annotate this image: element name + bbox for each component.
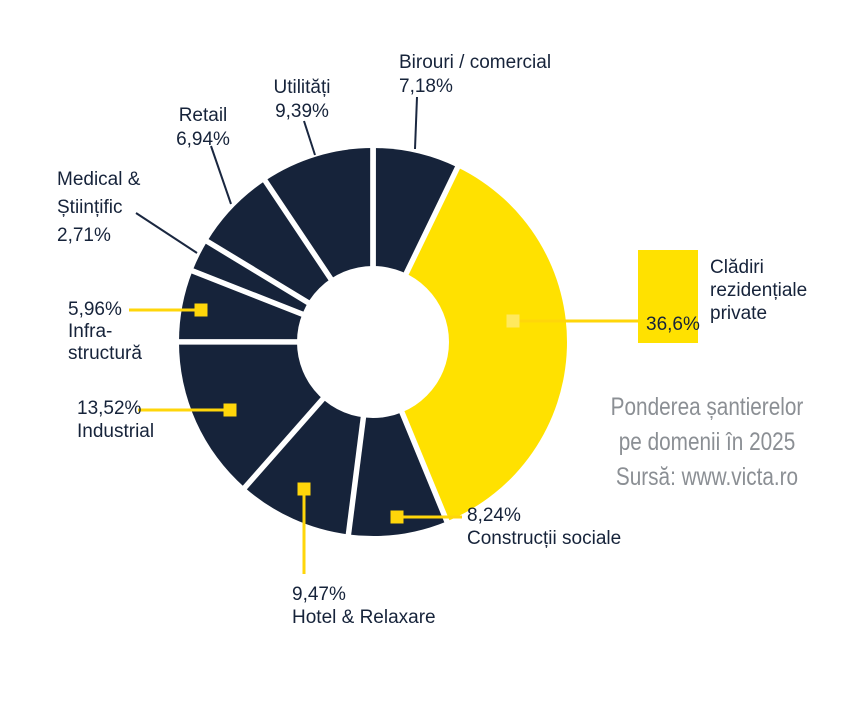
chart-title-line2: pe domenii în 2025 <box>618 428 796 456</box>
callout-industrial-value: 13,52% <box>77 398 142 419</box>
chart-title-block: Ponderea șantierelor pe domenii în 2025 … <box>583 390 832 495</box>
legend-label-line3: private <box>710 303 768 324</box>
callout-utilitati-value: 9,39% <box>275 101 329 122</box>
callout-hotel: 9,47% Hotel & Relaxare <box>292 583 436 629</box>
callout-retail-label: Retail <box>178 105 228 126</box>
callout-constructii-sociale-value: 8,24% <box>467 505 521 526</box>
legend-label-rezidentiale: Clădiri rezidențiale private <box>710 256 807 325</box>
callout-birouri: Birouri / comercial 7,18% <box>399 51 551 99</box>
callout-infrastructura-label-line2: structură <box>68 343 142 364</box>
callout-retail: Retail 6,94% <box>157 104 249 152</box>
connector-utilitati <box>303 120 316 156</box>
callout-constructii-sociale: 8,24% Construcții sociale <box>467 504 621 550</box>
legend-label-line1: Clădiri <box>710 257 764 278</box>
callout-infrastructura-value: 5,96% <box>68 299 122 320</box>
callout-medical-value: 2,71% <box>57 225 111 246</box>
legend-swatch-rezidentiale: 36,6% <box>638 250 700 343</box>
leader-infrastructura-marker <box>194 303 208 317</box>
callout-medical-label-line1: Medical & <box>57 169 141 190</box>
leader-industrial-marker <box>223 403 237 417</box>
connector-birouri <box>414 96 418 150</box>
chart-title-line1: Ponderea șantierelor <box>610 393 804 421</box>
callout-infrastructura: 5,96% Infra- structură <box>68 299 142 365</box>
legend-value: 36,6% <box>646 314 700 335</box>
leader-rezidentiale-marker <box>506 314 520 328</box>
connector-retail <box>210 145 232 205</box>
leader-hotel-marker <box>297 482 311 496</box>
connector-medical <box>135 212 198 254</box>
callout-constructii-sociale-label: Construcții sociale <box>467 528 622 549</box>
legend-label-line2: rezidențiale <box>710 280 808 301</box>
callout-infrastructura-label-line1: Infra- <box>68 321 113 342</box>
callout-medical-label-line2: Științific <box>57 197 123 218</box>
callout-birouri-value: 7,18% <box>399 76 453 97</box>
callout-industrial-label: Industrial <box>77 421 155 442</box>
callout-utilitati: Utilități 9,39% <box>248 76 356 124</box>
callout-hotel-value: 9,47% <box>292 584 346 605</box>
callout-retail-value: 6,94% <box>176 129 230 150</box>
callout-hotel-label: Hotel & Relaxare <box>292 607 436 628</box>
callout-industrial: 13,52% Industrial <box>77 397 154 443</box>
chart-source: Sursă: www.victa.ro <box>615 463 799 491</box>
callout-utilitati-label: Utilități <box>273 77 331 98</box>
callout-birouri-label: Birouri / comercial <box>399 52 552 73</box>
callout-medical: Medical & Științific 2,71% <box>57 166 140 250</box>
donut-hole <box>297 266 449 418</box>
donut-slice-1 <box>373 167 567 522</box>
leader-sociale-marker <box>390 510 404 524</box>
